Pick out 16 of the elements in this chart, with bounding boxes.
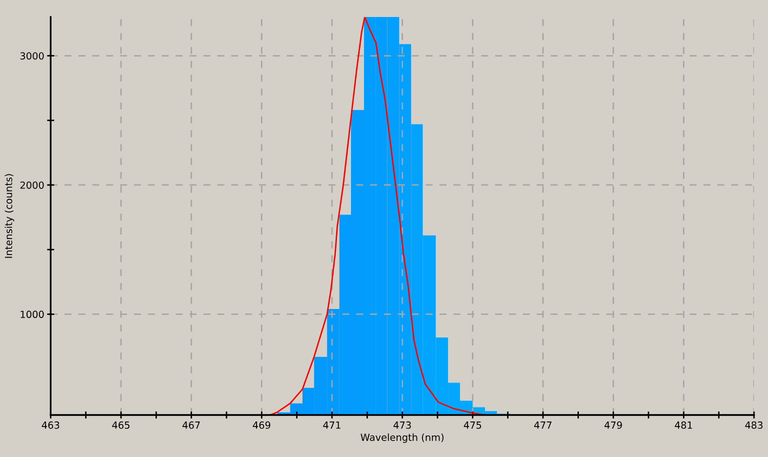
x-tick-label: 467: [182, 421, 200, 429]
x-tick-label: 465: [112, 421, 130, 429]
x-tick-label: 469: [252, 421, 270, 429]
x-tick-label: 471: [323, 422, 340, 429]
y-axis-title: Intensity (counts): [4, 174, 14, 258]
x-tick-label: 483: [745, 421, 762, 429]
y-tick-label: 2000: [20, 181, 44, 189]
x-tick-label: 463: [42, 421, 60, 429]
x-tick-label: 473: [394, 421, 411, 429]
x-axis-title: Wavelength (nm): [360, 433, 444, 443]
y-tick-label: 1000: [20, 310, 44, 318]
x-tick-label: 475: [464, 422, 482, 429]
x-tick-label: 481: [674, 421, 692, 429]
x-tick-label: 479: [604, 421, 622, 429]
y-tick-label: 3000: [20, 52, 44, 60]
x-tick-label: 477: [534, 422, 552, 429]
